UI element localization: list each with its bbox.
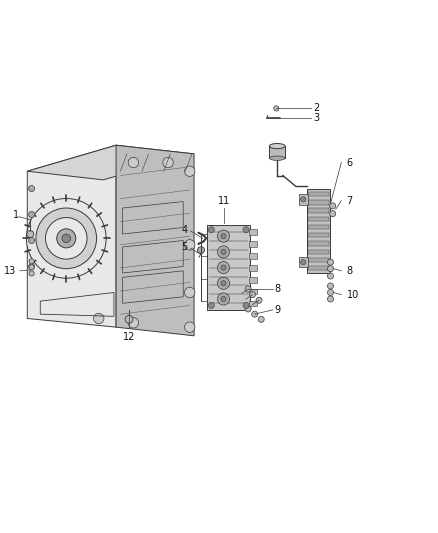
Bar (299, 257, 307, 268)
Bar (308, 208, 329, 213)
Text: 12: 12 (123, 333, 135, 342)
Circle shape (328, 259, 333, 265)
Circle shape (125, 316, 133, 323)
Circle shape (29, 271, 34, 276)
Circle shape (29, 259, 34, 264)
Bar (308, 266, 329, 270)
Bar (308, 233, 329, 238)
Polygon shape (116, 145, 194, 336)
Circle shape (221, 233, 226, 239)
Circle shape (221, 249, 226, 254)
Bar (249, 289, 257, 294)
Circle shape (36, 208, 97, 269)
Circle shape (163, 157, 173, 168)
Circle shape (184, 166, 195, 176)
Circle shape (27, 231, 34, 238)
Circle shape (184, 287, 195, 298)
Circle shape (300, 197, 306, 202)
Circle shape (28, 185, 35, 191)
Circle shape (28, 263, 35, 270)
Circle shape (250, 292, 255, 298)
Bar (308, 217, 329, 221)
Text: 8: 8 (274, 284, 280, 294)
Circle shape (184, 240, 195, 250)
Circle shape (243, 227, 249, 233)
Circle shape (128, 318, 138, 328)
Circle shape (300, 260, 306, 265)
Bar (249, 241, 257, 247)
Circle shape (328, 273, 333, 279)
Ellipse shape (269, 143, 285, 149)
Circle shape (217, 277, 230, 289)
Bar (307, 189, 331, 273)
Circle shape (217, 293, 230, 305)
Circle shape (26, 198, 106, 278)
Bar (249, 253, 257, 259)
Circle shape (243, 302, 249, 309)
Text: 2: 2 (313, 103, 319, 114)
Text: 9: 9 (274, 305, 280, 315)
Circle shape (328, 289, 333, 295)
Bar (249, 229, 257, 235)
Circle shape (208, 302, 215, 309)
Bar (249, 301, 257, 306)
Circle shape (221, 265, 226, 270)
Bar (249, 265, 257, 271)
Text: 8: 8 (346, 266, 353, 276)
Circle shape (217, 262, 230, 273)
Bar (308, 249, 329, 254)
Text: 11: 11 (218, 196, 230, 206)
Bar (299, 194, 307, 205)
Bar (308, 192, 329, 196)
Bar (308, 225, 329, 229)
Circle shape (330, 211, 336, 217)
Circle shape (46, 217, 87, 259)
Polygon shape (27, 145, 116, 327)
Bar (308, 241, 329, 246)
Text: 5: 5 (181, 242, 187, 252)
Circle shape (29, 265, 34, 270)
Circle shape (330, 203, 336, 209)
Circle shape (94, 313, 104, 324)
Circle shape (256, 297, 262, 303)
Circle shape (208, 227, 215, 233)
Text: 6: 6 (346, 158, 353, 167)
Text: 4: 4 (181, 225, 187, 235)
Circle shape (128, 157, 138, 168)
Circle shape (245, 286, 251, 292)
Text: 7: 7 (346, 196, 353, 206)
Text: 13: 13 (4, 266, 17, 276)
Circle shape (328, 283, 333, 289)
Circle shape (274, 106, 279, 111)
Circle shape (28, 238, 35, 244)
Circle shape (184, 322, 195, 333)
Circle shape (217, 230, 230, 242)
Circle shape (245, 306, 251, 312)
Text: 1: 1 (14, 209, 20, 220)
Bar (249, 277, 257, 282)
Circle shape (221, 281, 226, 286)
Circle shape (328, 296, 333, 302)
Circle shape (28, 212, 35, 217)
Circle shape (258, 316, 264, 322)
Circle shape (62, 234, 71, 243)
Bar (308, 200, 329, 205)
Bar (269, 146, 285, 158)
Circle shape (217, 246, 230, 258)
Polygon shape (27, 145, 194, 180)
Bar (308, 258, 329, 262)
Text: 3: 3 (313, 114, 319, 123)
Text: 10: 10 (346, 289, 359, 300)
Circle shape (221, 296, 226, 302)
Circle shape (328, 265, 333, 272)
Circle shape (198, 247, 205, 254)
Bar (207, 225, 251, 310)
Ellipse shape (269, 156, 285, 160)
Circle shape (252, 311, 258, 317)
Circle shape (57, 229, 76, 248)
